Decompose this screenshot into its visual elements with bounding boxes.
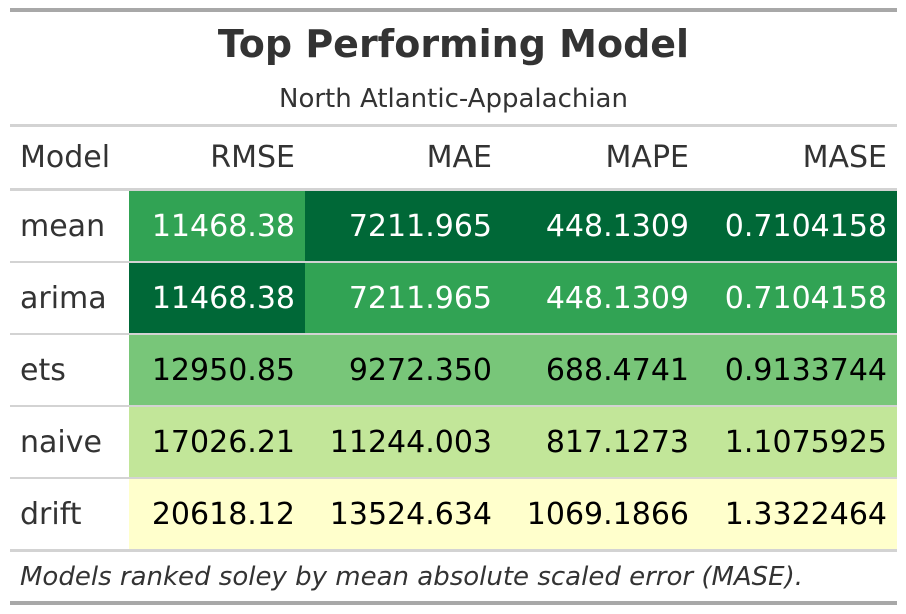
cell-model: drift <box>10 477 129 549</box>
table-footnote: Models ranked soley by mean absolute sca… <box>20 562 804 592</box>
cell-mase: 1.3322464 <box>699 477 897 549</box>
cell-mase: 0.7104158 <box>699 261 897 334</box>
bottom-rule <box>10 549 897 552</box>
table-row: drift 20618.12 13524.634 1069.1866 1.3322464 <box>10 477 897 549</box>
cell-model: naive <box>10 405 129 478</box>
table-title: Top Performing Model <box>217 22 690 66</box>
footer-rule <box>10 601 897 605</box>
cell-mase: 1.1075925 <box>699 405 897 478</box>
header-top-rule <box>10 124 897 127</box>
cell-model: mean <box>20 208 106 244</box>
header-row: Model RMSE MAE MAPE MASE <box>10 127 897 190</box>
table-container: Top Performing Model North Atlantic-Appa… <box>10 0 897 614</box>
table-body: mean 11468.38 7211.965 448.1309 0.7104158 ari… <box>10 189 897 549</box>
cell-rmse: 11468.38 <box>129 189 305 262</box>
top-rule <box>10 8 897 12</box>
metrics-table: Model RMSE MAE MAPE MASE mean 11468.38 721… <box>10 127 897 549</box>
cell-model: ets <box>10 333 129 406</box>
cell-model: arima <box>10 261 129 334</box>
cell-mape: 448.1309 <box>502 261 699 334</box>
cell-mae: 7211.965 <box>305 189 502 262</box>
table-subtitle: North Atlantic-Appalachian <box>279 84 628 114</box>
cell-mae: 13524.634 <box>305 477 502 549</box>
cell-rmse: 12950.85 <box>129 333 305 406</box>
column-header-mape: MAPE <box>605 140 689 175</box>
cell-mae: 9272.350 <box>305 333 502 406</box>
column-header-rmse: RMSE <box>210 140 295 175</box>
cell-mase: 0.7104158 <box>699 189 897 262</box>
cell-mae: 7211.965 <box>305 261 502 334</box>
cell-rmse: 11468.38 <box>129 261 305 334</box>
cell-mape: 1069.1866 <box>502 477 699 549</box>
cell-rmse: 17026.21 <box>129 405 305 478</box>
column-header-mase: MASE <box>802 140 887 175</box>
table-row: arima 11468.38 7211.965 448.1309 0.7104158 <box>10 261 897 334</box>
table-row: mean 11468.38 7211.965 448.1309 0.7104158 <box>10 189 897 262</box>
cell-mape: 688.4741 <box>502 333 699 406</box>
cell-rmse: 20618.12 <box>129 477 305 549</box>
table-row: naive 17026.21 11244.003 817.1273 1.1075925 <box>10 405 897 478</box>
cell-mae: 11244.003 <box>305 405 502 478</box>
cell-mape: 448.1309 <box>502 189 699 262</box>
cell-mape: 817.1273 <box>502 405 699 478</box>
table-row: ets 12950.85 9272.350 688.4741 0.9133744 <box>10 333 897 406</box>
column-header-mae: MAE <box>426 140 492 175</box>
cell-mase: 0.9133744 <box>699 333 897 406</box>
column-header-model: Model <box>20 140 111 175</box>
